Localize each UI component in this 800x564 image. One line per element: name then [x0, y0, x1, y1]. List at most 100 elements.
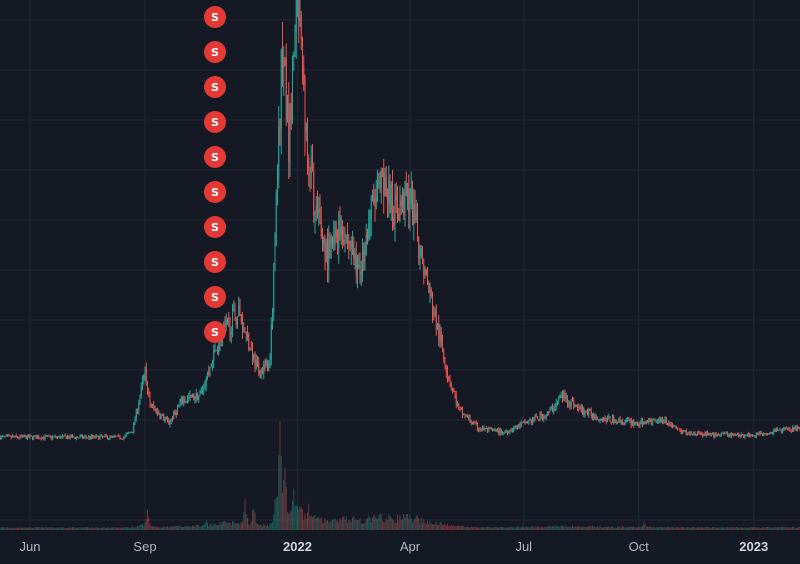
volume-bar — [692, 527, 693, 530]
volume-bar — [567, 526, 568, 530]
candle-body — [230, 331, 232, 334]
sell-marker[interactable]: S — [204, 181, 226, 203]
candle-body — [47, 435, 48, 437]
candle-body — [629, 420, 631, 422]
candle-body — [82, 435, 83, 438]
volume-bar — [407, 513, 408, 530]
candle-body — [765, 433, 767, 435]
candle-body — [349, 243, 351, 250]
volume-bar — [770, 527, 772, 530]
volume-bar — [748, 527, 750, 530]
candle-body — [178, 405, 180, 408]
candle-body — [363, 251, 365, 262]
volume-bar — [167, 526, 168, 530]
candle-body — [195, 393, 197, 399]
volume-bar — [127, 527, 128, 530]
sell-marker[interactable]: S — [204, 286, 226, 308]
sell-marker-badge — [204, 6, 226, 28]
volume-bar — [592, 525, 593, 530]
candle-body — [240, 314, 242, 322]
candle-body — [610, 421, 612, 423]
candle-body — [284, 58, 286, 60]
sell-marker[interactable]: S — [204, 216, 226, 238]
candle-body — [784, 427, 786, 429]
candle-body — [688, 433, 690, 435]
candle-body — [615, 421, 617, 424]
volume-bar — [564, 526, 566, 530]
volume-bar — [708, 527, 710, 530]
volume-bar — [5, 527, 7, 530]
candle-body — [669, 422, 671, 425]
candle-body — [732, 433, 733, 435]
candle-body — [747, 433, 748, 435]
candle-body — [608, 416, 610, 418]
sell-marker[interactable]: S — [204, 41, 226, 63]
volume-bar — [205, 520, 207, 530]
sell-marker[interactable]: S — [204, 6, 226, 28]
candle-body — [692, 434, 693, 436]
volume-bar — [200, 526, 202, 530]
candle-body — [484, 428, 486, 430]
volume-bar — [614, 527, 616, 530]
candle-body — [574, 406, 576, 408]
volume-bar — [239, 524, 241, 530]
volume-bar — [414, 518, 416, 530]
volume-bar — [617, 526, 618, 530]
candle-body — [389, 180, 391, 213]
candle-body — [337, 237, 338, 249]
volume-bar — [392, 519, 393, 530]
candle-body — [153, 405, 155, 409]
sell-markers[interactable]: S S S S S S S S S S — [204, 6, 226, 343]
volume-bar — [512, 527, 513, 530]
candle-body — [640, 419, 642, 424]
volume-bar — [565, 525, 567, 530]
candle-body — [205, 378, 207, 386]
volume-bar — [593, 526, 595, 530]
volume-bar — [574, 526, 576, 530]
candle-body — [378, 182, 380, 184]
volume-bar — [143, 525, 145, 530]
sell-marker[interactable]: S — [204, 146, 226, 168]
volume-bar — [432, 523, 433, 530]
volume-bar — [745, 527, 747, 530]
sell-marker[interactable]: S — [204, 76, 226, 98]
volume-bar — [514, 527, 516, 530]
candle-body — [338, 220, 340, 249]
candle-body — [589, 409, 591, 411]
candle-body — [129, 432, 131, 434]
volume-bar — [209, 523, 211, 530]
candle-body — [534, 416, 536, 421]
volume-bar — [354, 519, 356, 530]
candle-body — [190, 394, 192, 397]
sell-marker[interactable]: S — [204, 251, 226, 273]
candle-body — [462, 408, 463, 415]
sell-marker[interactable]: S — [204, 321, 226, 343]
volume-bar — [404, 517, 406, 530]
volume-bar — [530, 526, 532, 530]
candle-body — [115, 436, 117, 438]
volume-bar — [759, 527, 761, 530]
candle-body — [2, 436, 3, 438]
candle-body — [590, 410, 592, 416]
sell-marker-badge — [204, 251, 226, 273]
volume-bar — [383, 522, 385, 530]
volume-bar — [764, 527, 766, 530]
sell-marker-label: S — [211, 256, 219, 269]
sell-marker[interactable]: S — [204, 111, 226, 133]
volume-bar — [724, 527, 726, 530]
candle-body — [602, 418, 603, 422]
candle-body — [793, 427, 795, 430]
volume-bar — [350, 522, 352, 530]
volume-bar — [600, 526, 602, 530]
volume-bar — [652, 527, 653, 530]
volume-bar — [44, 527, 46, 530]
volume-bar — [232, 521, 233, 530]
candle-body — [680, 429, 682, 434]
volume-bar — [649, 526, 651, 530]
candle-body — [392, 184, 393, 217]
volume-bar — [434, 523, 436, 530]
volume-bar — [492, 527, 493, 530]
volume-bar — [314, 515, 316, 530]
candle-body — [13, 436, 15, 438]
